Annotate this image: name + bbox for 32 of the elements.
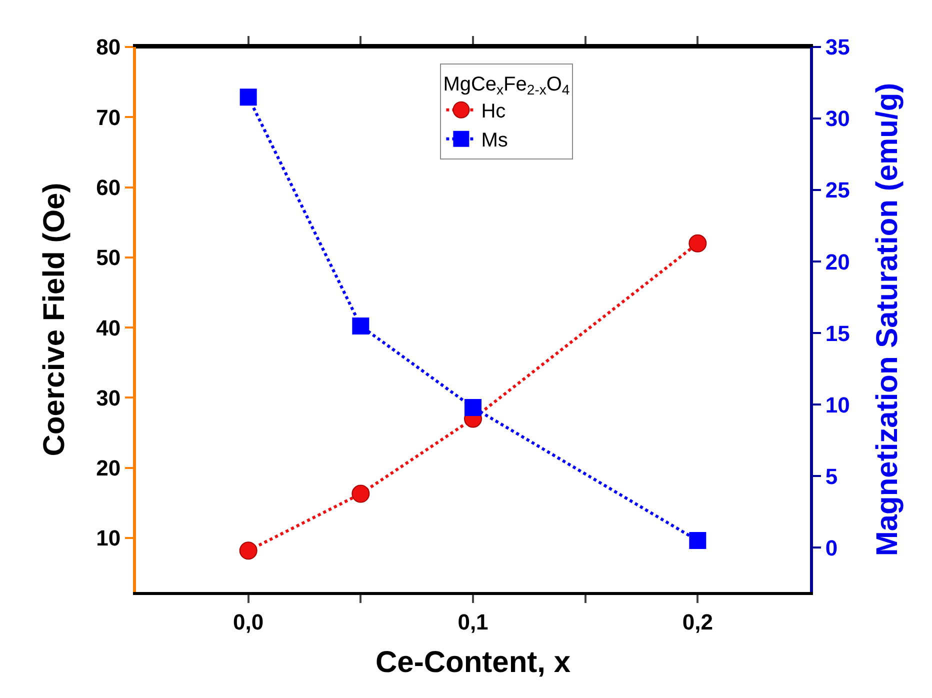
y2-tick-label: 15	[825, 320, 850, 346]
y2-tick-label: 35	[825, 34, 850, 60]
y2-tick-label: 30	[825, 106, 850, 132]
point	[688, 234, 707, 252]
legend-title: MgCe$_{x}$Fe$_{2-x}$O$_{4}$	[443, 73, 570, 98]
y-tick-label: 80	[96, 34, 121, 60]
legend-label: Hc	[481, 100, 506, 123]
y-tick-label: 30	[96, 385, 121, 410]
point	[689, 532, 706, 549]
y2-axis-title: Magnetization Saturation (emu/g)	[871, 82, 904, 556]
point	[352, 484, 370, 503]
y-axis-title: Coercive Field (Oe)	[38, 182, 71, 456]
point	[352, 317, 370, 334]
y2-tick-label: 5	[825, 464, 838, 489]
point	[239, 542, 258, 560]
legend-label: Ms	[481, 130, 508, 152]
y2-tick-label: 20	[825, 249, 850, 274]
y2-tick-label: 10	[825, 392, 850, 418]
y-tick-label: 50	[96, 245, 121, 270]
x-tick-label: 0,0	[233, 609, 264, 634]
point	[240, 88, 257, 106]
x-axis-title: Ce-Content, x	[376, 646, 571, 679]
point	[464, 398, 482, 416]
y2-tick-label: 25	[825, 178, 850, 203]
y-tick-label: 10	[96, 526, 121, 551]
y-tick-label: 20	[96, 456, 121, 481]
y2-tick-label: 0	[825, 535, 838, 560]
y-tick-label: 40	[96, 315, 121, 340]
y-tick-label: 60	[96, 174, 121, 200]
y-tick-label: 70	[96, 104, 121, 130]
x-tick-label: 0,1	[458, 609, 488, 634]
x-tick-label: 0,2	[682, 609, 713, 634]
